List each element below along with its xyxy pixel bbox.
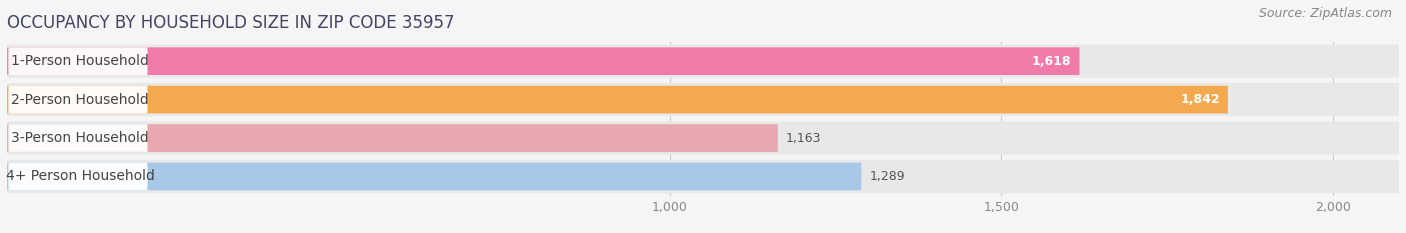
Text: 1,289: 1,289 — [869, 170, 905, 183]
FancyBboxPatch shape — [7, 47, 1080, 75]
Text: Source: ZipAtlas.com: Source: ZipAtlas.com — [1258, 7, 1392, 20]
FancyBboxPatch shape — [7, 45, 1399, 78]
Text: 1,163: 1,163 — [786, 132, 821, 144]
Text: OCCUPANCY BY HOUSEHOLD SIZE IN ZIP CODE 35957: OCCUPANCY BY HOUSEHOLD SIZE IN ZIP CODE … — [7, 14, 454, 32]
FancyBboxPatch shape — [7, 86, 1227, 113]
FancyBboxPatch shape — [7, 163, 862, 190]
Text: 2-Person Household: 2-Person Household — [11, 93, 149, 107]
FancyBboxPatch shape — [8, 86, 148, 113]
FancyBboxPatch shape — [7, 160, 1399, 193]
FancyBboxPatch shape — [7, 124, 778, 152]
FancyBboxPatch shape — [7, 83, 1399, 116]
Text: 1,842: 1,842 — [1181, 93, 1220, 106]
Text: 1-Person Household: 1-Person Household — [11, 54, 149, 68]
FancyBboxPatch shape — [8, 163, 148, 190]
Text: 4+ Person Household: 4+ Person Household — [6, 169, 155, 184]
FancyBboxPatch shape — [8, 124, 148, 152]
Text: 3-Person Household: 3-Person Household — [11, 131, 149, 145]
Text: 1,618: 1,618 — [1032, 55, 1071, 68]
FancyBboxPatch shape — [7, 122, 1399, 154]
FancyBboxPatch shape — [8, 47, 148, 75]
